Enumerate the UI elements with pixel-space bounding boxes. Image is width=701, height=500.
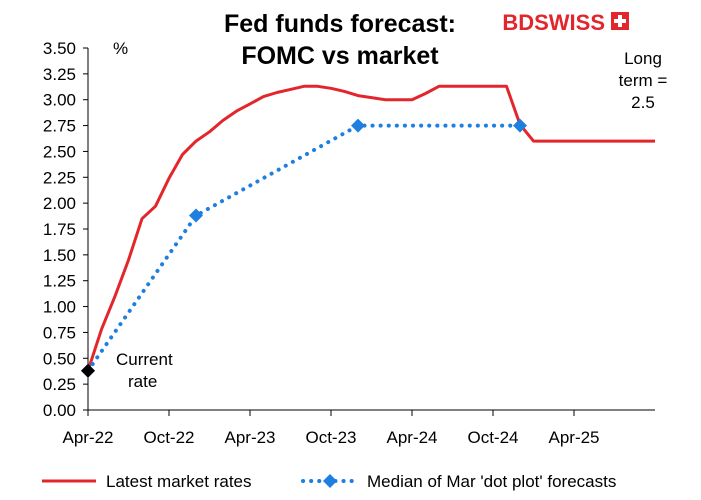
logo-text: BDSWISS <box>502 10 605 35</box>
y-tick-label: 1.50 <box>43 246 76 265</box>
x-tick-label: Apr-23 <box>224 428 275 447</box>
logo-cross-icon <box>611 12 629 30</box>
y-tick-label: 2.00 <box>43 194 76 213</box>
x-tick-label: Oct-22 <box>143 428 194 447</box>
series-line-dot-plot <box>86 123 522 373</box>
dot-plot-marker <box>351 118 365 133</box>
series-layer <box>81 84 655 378</box>
x-tick-label: Apr-25 <box>548 428 599 447</box>
x-tick-label: Apr-22 <box>62 428 113 447</box>
annotation-long-term-line2: term = <box>619 71 668 90</box>
legend: Latest market rates Median of Mar 'dot p… <box>42 472 616 491</box>
annotation-current-rate-line2: rate <box>128 372 157 391</box>
dot-plot-marker <box>189 208 203 223</box>
y-axis: 0.00 0.25 0.50 0.75 1.00 1.25 1.50 1.75 2.00 2.25… <box>43 39 89 420</box>
y-tick-label: 0.50 <box>43 349 76 368</box>
y-tick-label: 3.00 <box>43 91 76 110</box>
x-tick-label: Oct-24 <box>467 428 518 447</box>
annotation-long-term-line3: 2.5 <box>631 93 655 112</box>
y-tick-label: 1.25 <box>43 272 76 291</box>
x-axis: Apr-22 Oct-22 Apr-23 Oct-23 Apr-24 Oct-24 Apr-… <box>62 409 655 447</box>
annotation-current-rate-line1: Current <box>116 350 173 369</box>
series-line-market-rates <box>86 84 655 372</box>
chart-title: Fed funds forecast: <box>224 10 456 38</box>
legend-label-dot-plot: Median of Mar 'dot plot' forecasts <box>367 472 616 491</box>
y-tick-label: 3.50 <box>43 39 76 58</box>
y-tick-label: 2.75 <box>43 117 76 136</box>
y-tick-label: 0.00 <box>43 401 76 420</box>
brand-logo: BDSWISS <box>502 10 629 35</box>
current-rate-marker <box>81 363 95 378</box>
dot-plot-marker <box>513 118 527 133</box>
y-unit-label: % <box>113 39 128 58</box>
y-tick-label: 3.25 <box>43 65 76 84</box>
legend-marker-dot-plot <box>323 474 337 488</box>
legend-label-market: Latest market rates <box>106 472 252 491</box>
y-tick-label: 0.25 <box>43 375 76 394</box>
y-tick-label: 0.75 <box>43 323 76 342</box>
y-tick-label: 1.75 <box>43 220 76 239</box>
chart-subtitle: FOMC vs market <box>241 42 439 70</box>
y-tick-label: 1.00 <box>43 298 76 317</box>
annotation-long-term-line1: Long <box>624 49 662 68</box>
annotation-long-term: Long term = 2.5 <box>619 49 668 112</box>
y-tick-label: 2.50 <box>43 142 76 161</box>
y-tick-label: 2.25 <box>43 168 76 187</box>
annotation-current-rate: Current rate <box>116 350 173 391</box>
x-tick-label: Oct-23 <box>305 428 356 447</box>
x-tick-label: Apr-24 <box>386 428 437 447</box>
